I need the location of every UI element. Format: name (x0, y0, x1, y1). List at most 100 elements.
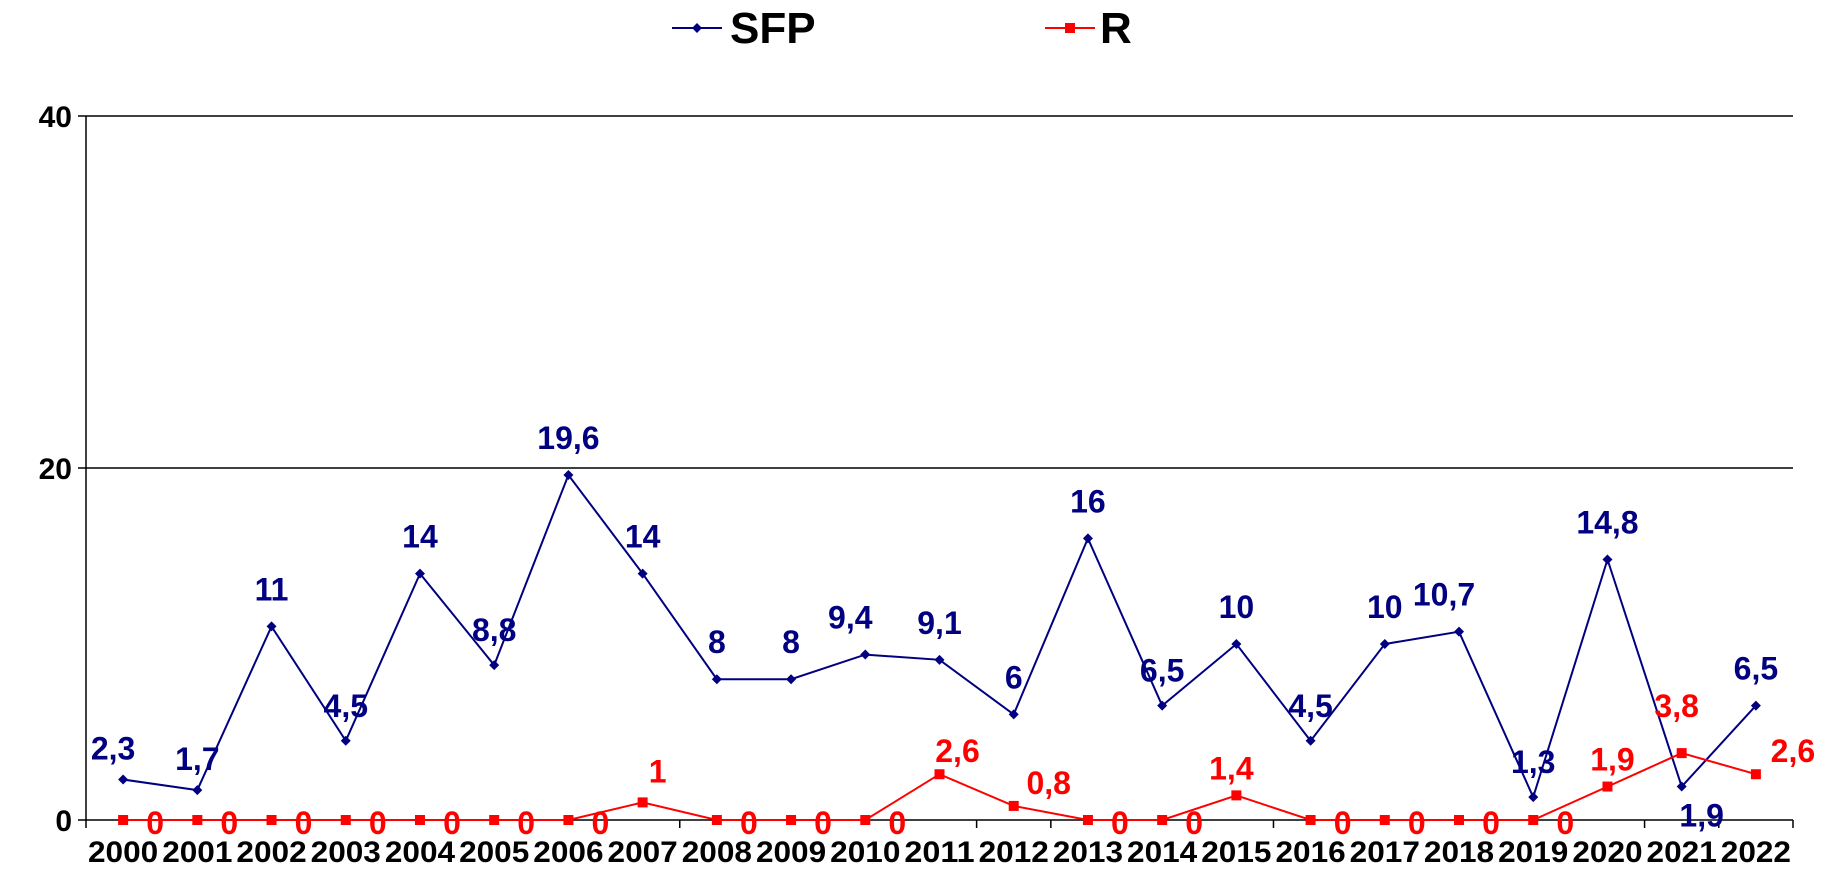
point-r-2015 (1231, 790, 1242, 801)
legend-r-marker (1065, 23, 1075, 33)
data-label-sfp-2002: 11 (255, 571, 289, 607)
x-tick-label-2016: 2016 (1275, 836, 1345, 869)
data-label-sfp-2013: 16 (1070, 483, 1106, 519)
point-sfp-2010 (860, 649, 871, 660)
point-sfp-2020 (1602, 554, 1613, 565)
legend: SFP R (672, 4, 1132, 53)
point-r-2019 (1528, 815, 1539, 825)
data-label-r-2016: 0 (1334, 805, 1352, 841)
data-label-sfp-2009: 8 (782, 624, 800, 660)
x-tick-label-2011: 2011 (904, 836, 974, 869)
point-sfp-2002 (266, 621, 277, 632)
point-sfp-2009 (786, 674, 797, 685)
point-sfp-2000 (118, 774, 129, 785)
data-label-sfp-2019: 1,3 (1511, 744, 1555, 780)
point-r-2022 (1750, 769, 1761, 780)
data-label-r-2012: 0,8 (1026, 765, 1070, 801)
point-r-2011 (934, 769, 945, 780)
data-label-sfp-2007: 14 (625, 519, 661, 555)
data-label-sfp-2018: 10,7 (1413, 577, 1475, 613)
x-tick-label-2005: 2005 (459, 836, 529, 869)
point-r-2010 (860, 815, 871, 825)
point-sfp-2019 (1528, 792, 1539, 803)
x-tick-label-2007: 2007 (608, 836, 678, 869)
data-label-r-2007: 1 (649, 753, 667, 789)
data-label-sfp-2004: 14 (402, 519, 438, 555)
data-label-r-2004: 0 (443, 805, 461, 841)
point-sfp-2016 (1305, 735, 1316, 746)
data-label-r-2008: 0 (740, 805, 758, 841)
x-tick-label-2019: 2019 (1498, 836, 1568, 869)
data-label-r-2009: 0 (814, 805, 832, 841)
data-label-r-2015: 1,4 (1209, 750, 1254, 786)
x-tick-label-2002: 2002 (236, 836, 306, 869)
point-r-2017 (1379, 815, 1390, 825)
data-label-r-2017: 0 (1408, 805, 1426, 841)
data-label-r-2000: 0 (146, 805, 164, 841)
point-r-2000 (118, 815, 129, 825)
data-label-sfp-2020: 14,8 (1576, 505, 1638, 541)
point-r-2005 (489, 815, 500, 825)
point-r-2021 (1676, 748, 1687, 759)
point-sfp-2007 (637, 568, 648, 579)
data-label-sfp-2014: 6,5 (1140, 653, 1184, 689)
x-tick-label-2020: 2020 (1572, 836, 1642, 869)
data-label-sfp-2016: 4,5 (1288, 688, 1332, 724)
data-label-sfp-2005: 8,8 (472, 612, 516, 648)
data-label-sfp-2008: 8 (708, 624, 726, 660)
point-sfp-2012 (1008, 709, 1019, 720)
point-r-2009 (786, 815, 797, 825)
point-sfp-2004 (414, 568, 425, 579)
point-r-2013 (1082, 815, 1093, 825)
point-r-2006 (563, 815, 574, 825)
point-r-2012 (1008, 800, 1019, 811)
data-label-r-2010: 0 (888, 805, 906, 841)
data-label-r-2001: 0 (220, 805, 238, 841)
point-sfp-2017 (1379, 639, 1390, 649)
point-sfp-2003 (340, 735, 351, 746)
data-label-sfp-2000: 2,3 (91, 731, 135, 767)
data-label-r-2003: 0 (369, 805, 387, 841)
data-label-r-2022: 2,6 (1771, 733, 1815, 769)
y-tick-label-20: 20 (39, 453, 72, 486)
legend-r-label: R (1100, 4, 1132, 53)
point-r-2020 (1602, 781, 1613, 792)
x-tick-label-2021: 2021 (1647, 836, 1717, 869)
data-label-r-2002: 0 (295, 805, 313, 841)
x-tick-label-2000: 2000 (88, 836, 158, 869)
x-tick-label-2009: 2009 (756, 836, 826, 869)
x-tick-label-2001: 2001 (162, 836, 232, 869)
point-r-2008 (711, 815, 722, 825)
data-label-r-2021: 3,8 (1654, 688, 1698, 724)
point-sfp-2013 (1082, 533, 1093, 544)
point-r-2018 (1454, 815, 1465, 825)
data-label-sfp-2011: 9,1 (917, 605, 961, 641)
point-sfp-2006 (563, 470, 574, 481)
point-sfp-2014 (1157, 700, 1168, 711)
point-sfp-2001 (192, 785, 203, 796)
data-label-r-2019: 0 (1556, 805, 1574, 841)
x-tick-label-2012: 2012 (979, 836, 1049, 869)
data-label-sfp-2012: 6 (1005, 659, 1023, 695)
y-tick-label-0: 0 (55, 805, 72, 838)
point-sfp-2022 (1750, 700, 1761, 711)
y-tick-label-40: 40 (39, 101, 72, 134)
point-r-2007 (637, 797, 648, 808)
data-label-r-2011: 2,6 (935, 733, 979, 769)
data-label-r-2005: 0 (517, 805, 535, 841)
point-sfp-2021 (1676, 781, 1687, 792)
data-label-sfp-2006: 19,6 (537, 420, 599, 456)
data-label-r-2006: 0 (592, 805, 610, 841)
point-sfp-2018 (1454, 626, 1465, 637)
data-label-r-2020: 1,9 (1590, 742, 1634, 778)
legend-sfp-marker (692, 23, 702, 33)
point-r-2014 (1157, 815, 1168, 825)
data-label-r-2013: 0 (1111, 805, 1129, 841)
data-label-sfp-2003: 4,5 (324, 688, 368, 724)
data-label-sfp-2017: 10 (1367, 589, 1403, 625)
point-sfp-2015 (1231, 639, 1242, 649)
x-tick-label-2003: 2003 (311, 836, 381, 869)
x-tick-label-2004: 2004 (385, 836, 456, 869)
point-r-2016 (1305, 815, 1316, 825)
